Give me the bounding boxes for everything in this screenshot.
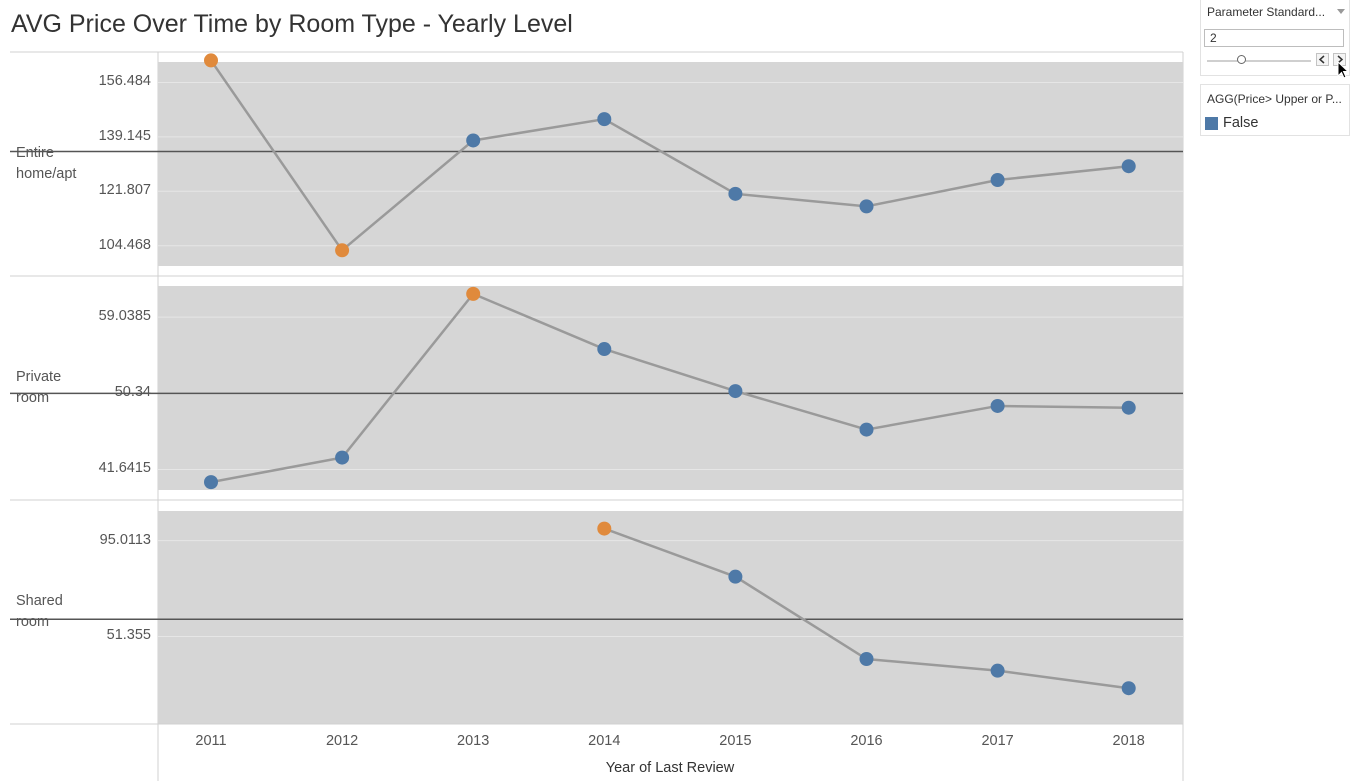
y-tick-label: 41.6415 bbox=[98, 460, 151, 477]
color-legend: AGG(Price> Upper or P... False bbox=[1200, 84, 1350, 136]
y-tick-label: 139.145 bbox=[98, 127, 151, 144]
data-point-outlier bbox=[597, 521, 612, 536]
series-line bbox=[210, 292, 1129, 484]
data-point-outlier bbox=[466, 286, 481, 301]
legend-label-false[interactable]: False bbox=[1223, 115, 1259, 131]
parameter-slider-thumb[interactable] bbox=[1237, 55, 1246, 64]
panel-background bbox=[158, 286, 1183, 490]
y-tick-label: 59.0385 bbox=[98, 308, 151, 325]
row-label-line: Private bbox=[16, 369, 62, 385]
data-point bbox=[728, 569, 743, 584]
x-axis-title: Year of Last Review bbox=[605, 760, 735, 776]
panel-background bbox=[158, 62, 1183, 266]
x-tick-label: 2011 bbox=[195, 733, 227, 749]
parameter-decrease-button[interactable] bbox=[1316, 53, 1329, 66]
y-tick-label: 95.0113 bbox=[99, 531, 151, 548]
row-label-line: home/apt bbox=[16, 166, 77, 182]
chevron-left-icon bbox=[1318, 55, 1325, 64]
x-tick-label: 2017 bbox=[981, 733, 1014, 749]
data-point bbox=[728, 186, 743, 201]
y-tick-label: 156.484 bbox=[98, 73, 151, 90]
data-point bbox=[728, 384, 743, 399]
panel-background bbox=[158, 511, 1183, 724]
data-point bbox=[1121, 400, 1136, 415]
data-point bbox=[990, 398, 1005, 413]
data-point bbox=[335, 450, 350, 465]
parameter-menu-icon[interactable] bbox=[1337, 9, 1345, 14]
row-label-line: Shared bbox=[16, 593, 63, 609]
row-label: Entire home/apt bbox=[16, 143, 106, 185]
data-point bbox=[597, 342, 612, 357]
data-point bbox=[1121, 681, 1136, 696]
row-label-line: Entire bbox=[16, 145, 54, 161]
x-tick-label: 2014 bbox=[588, 733, 621, 749]
y-tick-label: 51.355 bbox=[106, 627, 151, 644]
parameter-title: Parameter Standard... bbox=[1207, 5, 1326, 19]
x-tick-label: 2018 bbox=[1112, 733, 1145, 749]
data-point bbox=[990, 663, 1005, 678]
parameter-slider-track[interactable] bbox=[1207, 60, 1311, 62]
chart-title: AVG Price Over Time by Room Type - Yearl… bbox=[11, 10, 573, 38]
y-tick-label: 104.468 bbox=[98, 236, 151, 253]
row-label-line: room bbox=[16, 614, 50, 630]
data-point-outlier bbox=[335, 243, 350, 258]
x-tick-label: 2013 bbox=[457, 733, 490, 749]
row-label: Shared room bbox=[16, 591, 106, 633]
data-point bbox=[859, 422, 874, 437]
data-point bbox=[597, 112, 612, 127]
data-point bbox=[859, 652, 874, 667]
y-tick-label: 121.807 bbox=[98, 182, 151, 199]
x-tick-label: 2015 bbox=[719, 733, 752, 749]
data-point bbox=[990, 173, 1005, 188]
x-tick-label: 2012 bbox=[325, 733, 359, 749]
data-point bbox=[204, 475, 218, 490]
x-tick-label: 2016 bbox=[850, 733, 883, 749]
row-label: Private room bbox=[16, 367, 106, 409]
data-point bbox=[859, 199, 874, 214]
row-label-line: room bbox=[16, 390, 50, 406]
parameter-control: Parameter Standard... 2 bbox=[1200, 0, 1350, 76]
data-point bbox=[1121, 159, 1136, 174]
y-tick-label: 50.34 bbox=[114, 384, 151, 401]
series-line bbox=[209, 59, 1129, 253]
data-point-outlier bbox=[204, 53, 218, 68]
legend-title: AGG(Price> Upper or P... bbox=[1207, 92, 1342, 106]
parameter-value-input[interactable]: 2 bbox=[1204, 29, 1344, 47]
legend-swatch-false[interactable] bbox=[1205, 117, 1218, 130]
mouse-cursor-icon bbox=[1337, 61, 1350, 79]
data-point bbox=[466, 133, 481, 148]
chevron-right-icon bbox=[1337, 55, 1344, 64]
